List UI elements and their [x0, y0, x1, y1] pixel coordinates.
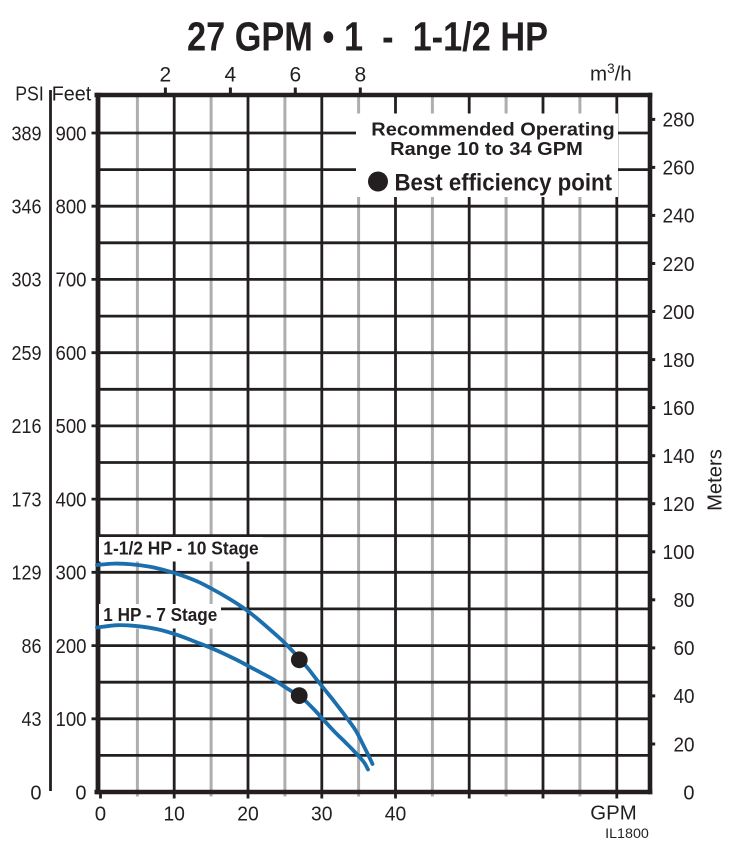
- svg-text:GPM: GPM: [590, 801, 636, 824]
- svg-text:10: 10: [163, 802, 185, 825]
- svg-text:0: 0: [683, 782, 694, 804]
- svg-text:Feet: Feet: [52, 82, 92, 105]
- svg-text:220: 220: [663, 254, 695, 276]
- svg-text:20: 20: [674, 734, 695, 756]
- svg-text:260: 260: [663, 158, 695, 180]
- svg-text:200: 200: [663, 302, 695, 324]
- svg-text:1 HP - 7 Stage: 1 HP - 7 Stage: [103, 605, 217, 625]
- svg-text:Meters: Meters: [704, 449, 727, 511]
- svg-text:140: 140: [663, 446, 695, 468]
- svg-text:400: 400: [56, 489, 87, 511]
- svg-text:60: 60: [674, 638, 695, 660]
- svg-text:IL1800: IL1800: [605, 826, 649, 841]
- svg-text:173: 173: [12, 489, 42, 511]
- svg-text:Best efficiency point: Best efficiency point: [395, 169, 613, 196]
- svg-text:2: 2: [160, 63, 172, 86]
- svg-text:389: 389: [12, 123, 42, 145]
- svg-text:PSI: PSI: [15, 82, 44, 105]
- svg-text:6: 6: [289, 63, 301, 86]
- svg-text:0: 0: [75, 782, 86, 804]
- svg-text:280: 280: [663, 110, 695, 132]
- svg-text:259: 259: [12, 343, 42, 365]
- svg-text:8: 8: [354, 63, 366, 86]
- svg-text:600: 600: [56, 343, 87, 365]
- svg-text:27 GPM • 1 - 1-1/2 HP: 27 GPM • 1 - 1-1/2 HP: [187, 14, 548, 60]
- svg-text:129: 129: [12, 563, 42, 585]
- svg-text:346: 346: [12, 197, 42, 219]
- svg-text:80: 80: [674, 590, 695, 612]
- svg-text:120: 120: [663, 494, 695, 516]
- svg-text:1-1/2 HP - 10 Stage: 1-1/2 HP - 10 Stage: [103, 539, 258, 559]
- svg-text:30: 30: [311, 802, 333, 825]
- svg-text:Range 10 to 34 GPM: Range 10 to 34 GPM: [390, 138, 583, 159]
- svg-text:200: 200: [56, 636, 87, 658]
- svg-text:240: 240: [663, 206, 695, 228]
- svg-text:86: 86: [22, 636, 42, 658]
- svg-text:216: 216: [12, 416, 42, 438]
- svg-text:160: 160: [663, 398, 695, 420]
- svg-text:300: 300: [56, 563, 87, 585]
- svg-text:4: 4: [225, 63, 237, 86]
- svg-text:Recommended Operating: Recommended Operating: [371, 118, 614, 139]
- svg-text:800: 800: [56, 197, 87, 219]
- svg-text:20: 20: [237, 802, 259, 825]
- svg-text:0: 0: [95, 802, 106, 825]
- svg-text:700: 700: [56, 270, 87, 292]
- svg-text:40: 40: [385, 802, 407, 825]
- svg-text:0: 0: [30, 782, 41, 804]
- svg-text:500: 500: [56, 416, 87, 438]
- svg-text:43: 43: [22, 709, 42, 731]
- svg-text:303: 303: [12, 270, 42, 292]
- svg-text:100: 100: [56, 709, 87, 731]
- svg-text:100: 100: [663, 542, 695, 564]
- svg-text:180: 180: [663, 350, 695, 372]
- svg-text:40: 40: [674, 686, 695, 708]
- svg-text:900: 900: [56, 123, 87, 145]
